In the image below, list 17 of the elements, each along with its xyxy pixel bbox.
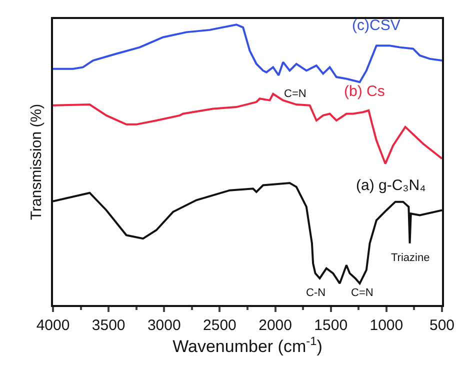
annotation: C=N bbox=[284, 88, 306, 100]
series-label: (c)CSV bbox=[352, 17, 400, 34]
x-tick-label: 3000 bbox=[147, 317, 181, 334]
x-tick-label: 3500 bbox=[92, 317, 126, 334]
annotation: Triazine bbox=[391, 252, 430, 264]
x-tick-label: 1000 bbox=[370, 317, 404, 334]
annotation: C-N bbox=[306, 287, 326, 299]
series-label: (b) Cs bbox=[344, 83, 385, 100]
x-tick-label: 2000 bbox=[258, 317, 292, 334]
x-tick-label: 500 bbox=[429, 317, 455, 334]
y-axis-title: Transmission (%) bbox=[28, 104, 45, 220]
x-tick-label: 2500 bbox=[203, 317, 236, 334]
x-axis-title: Wavenumber (cm$^{-1}$) bbox=[172, 334, 322, 356]
x-tick-label: 1500 bbox=[314, 317, 348, 334]
annotation: C=N bbox=[351, 287, 374, 299]
x-tick-label: 4000 bbox=[36, 317, 70, 334]
series-label: (a) g-C₃N₄ bbox=[356, 177, 426, 194]
